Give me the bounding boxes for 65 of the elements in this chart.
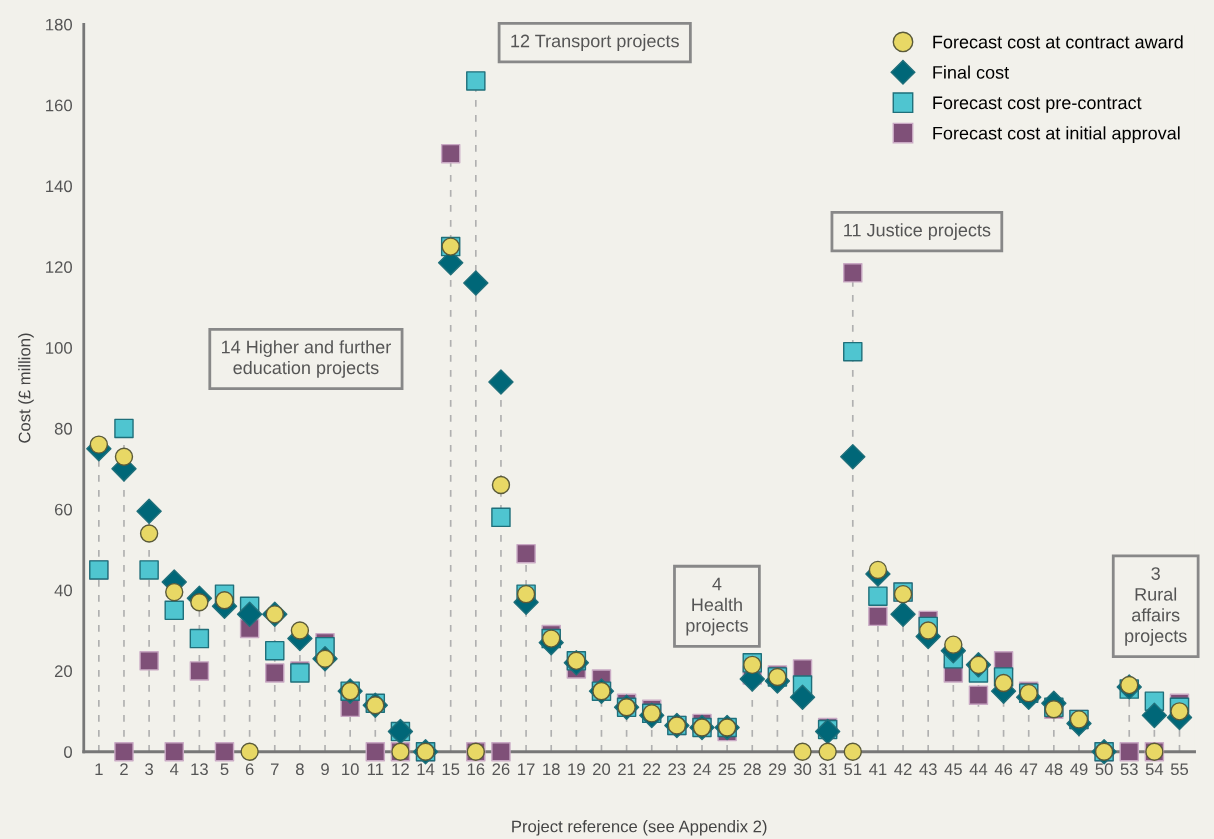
x-tick-label: 25 <box>718 763 736 776</box>
x-axis-title: Project reference (see Appendix 2) <box>512 820 767 836</box>
annotation: 12 Transport projects <box>511 34 679 51</box>
x-tick-label: 9 <box>321 763 329 776</box>
annotation: 14 Higher and further education projects <box>222 340 391 378</box>
x-tick-label: 47 <box>1019 763 1038 775</box>
x-tick-label: 5 <box>220 763 229 776</box>
x-tick-label: 55 <box>1170 763 1189 776</box>
annotation: 11 Justice projects <box>844 223 991 241</box>
x-tick-label: 23 <box>668 763 686 776</box>
x-tick-label: 12 <box>392 763 409 775</box>
x-tick-label: 26 <box>492 763 510 776</box>
x-tick-label: 31 <box>819 763 837 776</box>
y-tick-label: 180 <box>46 18 73 31</box>
x-tick-label: 45 <box>944 763 962 776</box>
x-tick-label: 49 <box>1070 763 1088 776</box>
x-tick-label: 29 <box>768 763 786 776</box>
x-tick-label: 42 <box>894 763 912 775</box>
legend-label: Forecast cost at initial approval <box>933 126 1180 144</box>
x-tick-label: 17 <box>518 763 535 775</box>
x-tick-label: 1 <box>95 763 103 775</box>
x-tick-label: 14 <box>417 763 435 775</box>
x-tick-label: 43 <box>919 763 937 776</box>
x-tick-label: 51 <box>844 763 862 776</box>
y-axis-title: Cost (£ million) <box>18 333 34 443</box>
legend-label: Forecast cost pre-contract <box>933 96 1142 113</box>
x-tick-label: 7 <box>270 763 279 775</box>
x-tick-label: 54 <box>1145 763 1164 776</box>
x-tick-label: 18 <box>543 763 560 776</box>
x-tick-label: 13 <box>191 763 208 776</box>
x-tick-label: 46 <box>994 763 1013 776</box>
x-tick-label: 3 <box>145 763 154 776</box>
x-tick-label: 22 <box>643 763 661 775</box>
x-tick-label: 24 <box>693 763 711 775</box>
x-tick-label: 44 <box>969 763 988 775</box>
x-tick-label: 10 <box>342 763 359 776</box>
y-tick-label: 100 <box>46 342 73 354</box>
x-tick-label: 21 <box>618 763 636 775</box>
x-tick-label: 8 <box>295 763 304 776</box>
x-tick-label: 2 <box>120 763 128 775</box>
x-tick-label: 19 <box>568 763 585 776</box>
y-tick-label: 80 <box>54 422 72 435</box>
y-tick-label: 40 <box>54 584 72 597</box>
x-tick-label: 16 <box>467 763 485 776</box>
legend-label: Forecast cost at contract award <box>933 35 1183 49</box>
y-tick-label: 160 <box>46 99 73 112</box>
y-tick-label: 140 <box>46 180 73 193</box>
x-tick-label: 50 <box>1095 763 1113 776</box>
y-tick-label: 0 <box>64 746 72 758</box>
x-tick-label: 11 <box>367 763 384 775</box>
x-tick-label: 4 <box>169 763 179 775</box>
x-tick-label: 28 <box>743 763 761 776</box>
x-tick-label: 20 <box>593 763 611 776</box>
x-tick-label: 53 <box>1120 763 1138 776</box>
y-tick-label: 120 <box>46 261 73 274</box>
annotation: 4 Health projects <box>686 577 748 636</box>
y-tick-label: 20 <box>54 665 72 678</box>
x-tick-label: 30 <box>793 763 812 776</box>
x-tick-label: 41 <box>869 763 887 775</box>
x-tick-label: 6 <box>245 763 254 776</box>
y-tick-label: 60 <box>54 503 72 516</box>
x-tick-label: 15 <box>442 763 460 776</box>
annotation: 3 Rural affairs projects <box>1125 567 1187 646</box>
legend-label: Final cost <box>933 65 1010 79</box>
x-tick-label: 48 <box>1044 763 1063 776</box>
